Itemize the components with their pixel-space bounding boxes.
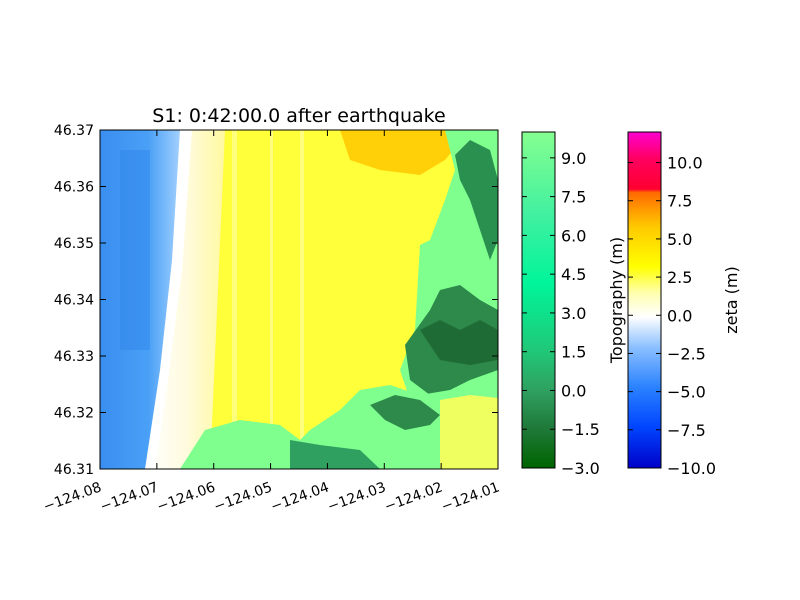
zeta-colorbar [627,131,662,469]
y-tick-label: 46.34 [54,293,94,309]
zeta-colorbar-ticks: −10.0 −7.5 −5.0 −2.5 0.0 2.5 5.0 7.5 10.0 [628,154,716,478]
x-tick-label: −124.07 [98,479,161,515]
colorbar-tick-label: 0.0 [667,306,692,325]
colorbar-tick-label: 6.0 [561,226,586,245]
colorbar-tick-label: 3.0 [561,304,586,323]
colorbar-tick-label: −5.0 [667,383,706,402]
topography-colorbar-ticks: −3.0 −1.5 0.0 1.5 3.0 4.5 6.0 7.5 9.0 [522,149,600,478]
surf-zone [145,130,192,469]
chart-title: S1: 0:42:00.0 after earthquake [152,105,445,127]
y-tick-label: 46.36 [54,180,94,196]
x-tick-label: −124.06 [155,479,218,515]
zeta-colorbar-label: zeta (m) [722,266,741,333]
colorbar-tick-label: −7.5 [667,421,706,440]
colorbar-tick-label: 9.0 [561,149,586,168]
shore-streaks [232,130,304,469]
colorbar-tick-label: 5.0 [667,230,692,249]
y-tick-label: 46.32 [54,406,94,422]
colorbar-tick-label: −10.0 [667,459,716,478]
colorbar-tick-label: 7.5 [561,188,586,207]
topography-colorbar-label: Topography (m) [607,237,626,364]
colorbar-tick-label: −1.5 [561,420,600,439]
land-low-s [370,395,440,430]
x-tick-label: −124.05 [212,479,275,515]
land-south-west [180,420,310,469]
colorbar-tick-label: 2.5 [667,268,692,287]
y-tick-label: 46.33 [54,349,94,365]
colorbar-tick-label: −3.0 [561,459,600,478]
land-low-ne [455,140,498,260]
map-area [100,130,498,469]
colorbar-tick-label: −2.5 [667,344,706,363]
x-tick-label: −124.03 [326,479,389,515]
land-channel-e-deep [420,320,498,365]
higher-zeta-patch [340,130,470,175]
y-tick-label: 46.37 [54,123,94,139]
colorbar-tick-label: 0.0 [561,381,586,400]
flooded-south-east [440,395,498,469]
x-tick-label: −124.04 [269,479,332,515]
colorbar-tick-label: 10.0 [667,154,703,173]
x-tick-label: −124.01 [439,479,502,515]
topography-colorbar [521,131,556,469]
x-tick-label: −124.02 [382,479,445,515]
colorbar-tick-label: 1.5 [561,343,586,362]
ocean-deep-patch [120,150,150,350]
y-tick-label: 46.31 [54,462,94,478]
land-sw-low [290,440,380,469]
colorbar-tick-label: 4.5 [561,265,586,284]
colorbar-tick-label: 7.5 [667,192,692,211]
y-tick-label: 46.35 [54,236,94,252]
x-tick-label: −124.08 [41,479,104,515]
